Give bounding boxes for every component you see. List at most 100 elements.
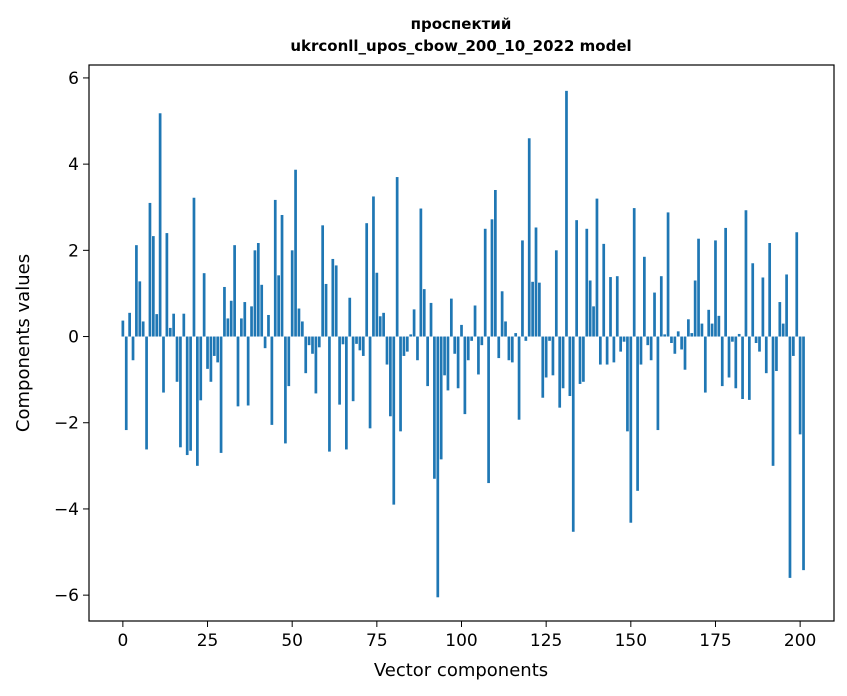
bar-16 (175, 336, 179, 382)
x-axis-label: Vector components (374, 660, 548, 681)
bar-7 (145, 336, 148, 450)
bar-119 (524, 336, 528, 341)
bar-156 (649, 336, 653, 361)
x-axis-ticks: 0 25 50 75 100 125 150 175 200 (117, 621, 816, 651)
bar-160 (663, 334, 667, 337)
bar-2 (128, 312, 131, 337)
bar-83 (402, 336, 406, 356)
bar-123 (538, 282, 541, 337)
bar-144 (609, 277, 612, 337)
bar-100 (460, 324, 463, 337)
bar-111 (497, 336, 501, 359)
bar-90 (426, 336, 429, 387)
bar-127 (551, 336, 555, 376)
x-tick-label-75: 75 (366, 631, 388, 651)
x-tick-label-125: 125 (530, 631, 562, 651)
bar-11 (158, 113, 162, 337)
bar-60 (324, 283, 328, 337)
bar-97 (449, 298, 453, 337)
y-tick-label-4: 4 (68, 155, 79, 175)
bar-152 (636, 336, 639, 491)
bar-82 (399, 336, 402, 432)
bar-172 (703, 336, 707, 393)
bar-145 (612, 336, 616, 363)
bar-188 (758, 336, 761, 352)
bar-135 (578, 336, 582, 384)
bar-54 (304, 336, 308, 374)
x-tick-label-25: 25 (197, 631, 219, 651)
bar-84 (405, 336, 409, 352)
bar-75 (375, 272, 379, 337)
bar-48 (284, 336, 287, 444)
bar-0 (121, 320, 125, 337)
x-tick-label-50: 50 (281, 631, 303, 651)
bar-39 (253, 250, 257, 337)
bar-15 (172, 313, 176, 337)
bar-176 (717, 315, 721, 337)
bar-27 (212, 336, 216, 356)
bar-165 (680, 336, 683, 350)
x-tick-label-100: 100 (445, 631, 477, 651)
bar-200 (798, 336, 802, 435)
bar-179 (727, 336, 731, 378)
bar-141 (598, 336, 602, 365)
bar-129 (558, 336, 562, 408)
bar-134 (575, 220, 578, 337)
bar-102 (466, 336, 470, 361)
bar-9 (151, 236, 155, 337)
bar-53 (300, 321, 304, 337)
bar-46 (277, 275, 280, 337)
bar-61 (328, 336, 331, 452)
x-tick-label-150: 150 (615, 631, 647, 651)
bar-59 (321, 225, 325, 337)
bar-91 (429, 302, 433, 337)
bar-29 (219, 336, 223, 453)
bar-10 (155, 314, 159, 337)
bar-95 (443, 336, 446, 376)
bar-33 (233, 245, 236, 337)
bar-103 (470, 336, 474, 341)
bar-32 (229, 300, 233, 337)
bar-107 (483, 228, 487, 337)
bar-5 (138, 281, 142, 337)
bar-30 (223, 286, 226, 337)
bar-124 (541, 336, 545, 398)
bar-155 (646, 336, 650, 346)
bar-112 (500, 291, 504, 337)
bar-42 (263, 336, 267, 349)
bar-142 (602, 243, 606, 337)
bar-121 (531, 281, 534, 337)
bar-71 (361, 336, 365, 356)
bar-194 (778, 302, 782, 337)
bar-92 (433, 336, 436, 479)
bar-14 (168, 327, 172, 337)
bar-34 (236, 336, 240, 407)
bar-171 (700, 323, 704, 337)
bar-17 (179, 336, 182, 448)
bar-143 (605, 336, 609, 365)
bar-85 (409, 334, 413, 337)
x-tick-label-0: 0 (117, 631, 128, 651)
bar-40 (256, 243, 260, 337)
bar-109 (490, 219, 494, 337)
bar-3 (131, 336, 135, 361)
bar-168 (690, 333, 694, 337)
bar-36 (243, 302, 247, 337)
bar-196 (785, 274, 788, 337)
bar-151 (632, 208, 636, 337)
bar-183 (741, 336, 744, 400)
bar-72 (365, 223, 369, 337)
plot-area-frame (88, 64, 835, 622)
bar-52 (297, 308, 301, 337)
bar-21 (192, 197, 196, 337)
bar-18 (182, 313, 186, 337)
bar-113 (504, 321, 507, 337)
y-axis-ticks: −6 −4 −2 0 2 4 6 (54, 69, 89, 606)
bar-120 (527, 138, 531, 337)
bar-1 (124, 336, 128, 431)
bar-136 (582, 336, 585, 382)
bar-4 (135, 245, 138, 337)
bar-153 (639, 336, 643, 365)
bar-178 (724, 227, 727, 337)
